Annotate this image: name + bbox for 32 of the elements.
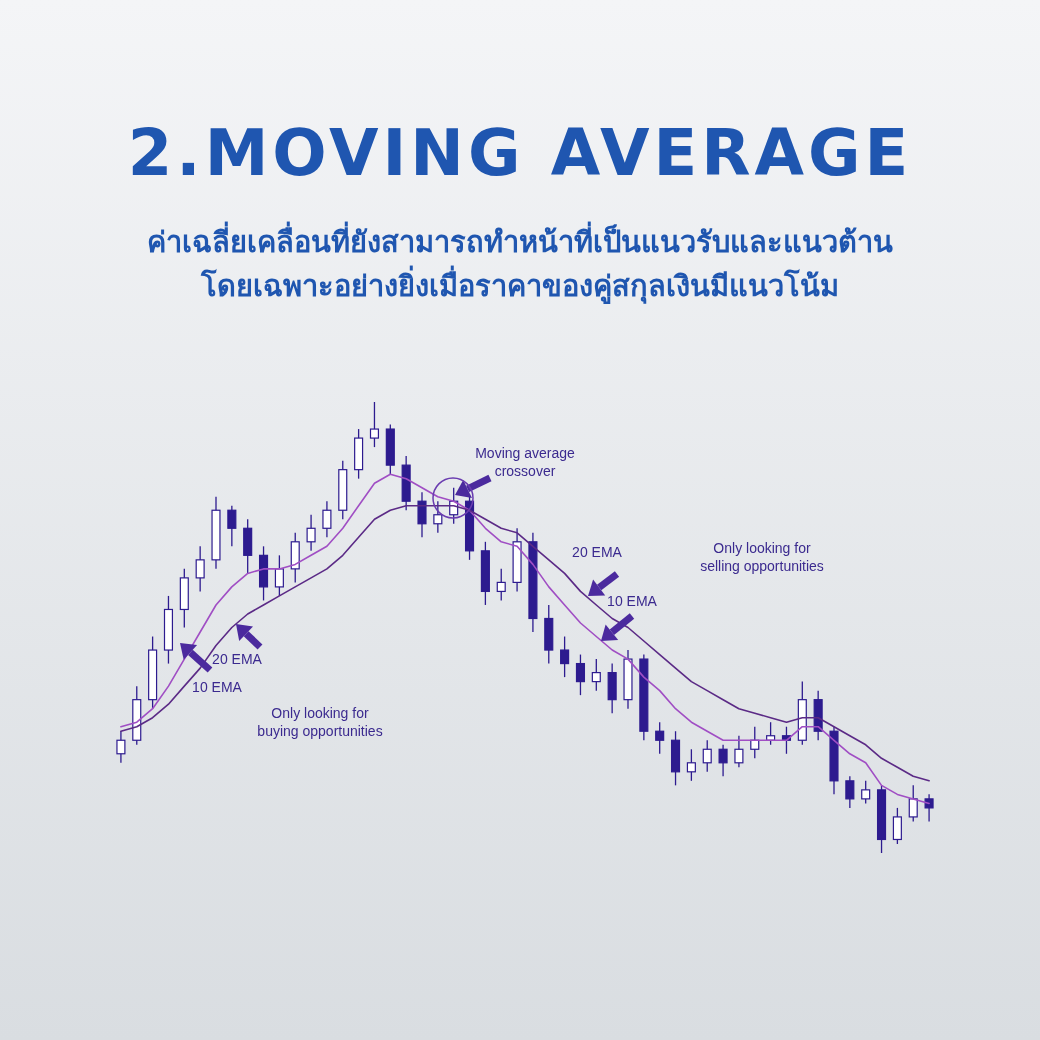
candlestick xyxy=(433,500,443,534)
annotation: 10 EMA xyxy=(607,593,658,609)
candlestick xyxy=(655,721,665,755)
candlestick xyxy=(496,568,506,602)
chart-subtitle: ค่าเฉลี่ยเคลื่อนที่ยังสามารถทำหน้าที่เป็นแนวรับและแนวต้าน โดยเฉพาะอย่างยิ่งเมื่อราคาของคู่สกุลเงินมีแนวโน้ม xyxy=(147,221,893,304)
annotation: 10 EMA xyxy=(192,679,243,695)
candlestick xyxy=(861,780,871,805)
candlestick xyxy=(195,545,205,593)
candlestick xyxy=(908,784,918,823)
candlestick xyxy=(369,401,380,448)
candlestick xyxy=(591,658,601,692)
candlestick xyxy=(575,653,586,696)
candlestick xyxy=(702,739,712,773)
candlestick xyxy=(274,554,284,597)
annotation: Moving average crossover xyxy=(475,445,576,479)
candlestick xyxy=(924,793,934,823)
candlestick xyxy=(227,505,237,547)
candlestick xyxy=(560,635,570,678)
candlestick xyxy=(892,807,902,845)
candlestick xyxy=(322,500,332,538)
annotation: 20 EMA xyxy=(572,544,623,560)
candlestick xyxy=(417,491,427,538)
annotation: Only looking for selling opportunities xyxy=(700,540,824,574)
annotation: 20 EMA xyxy=(212,651,263,667)
candlestick xyxy=(116,730,126,764)
candlestick xyxy=(718,744,728,777)
annotation: Only looking for buying opportunities xyxy=(257,705,383,739)
candlestick xyxy=(686,748,696,782)
candlestick xyxy=(734,735,744,768)
candlestick xyxy=(306,514,316,552)
candlestick xyxy=(845,775,855,809)
chart-title: 2.MOVING AVERAGE xyxy=(127,116,913,190)
